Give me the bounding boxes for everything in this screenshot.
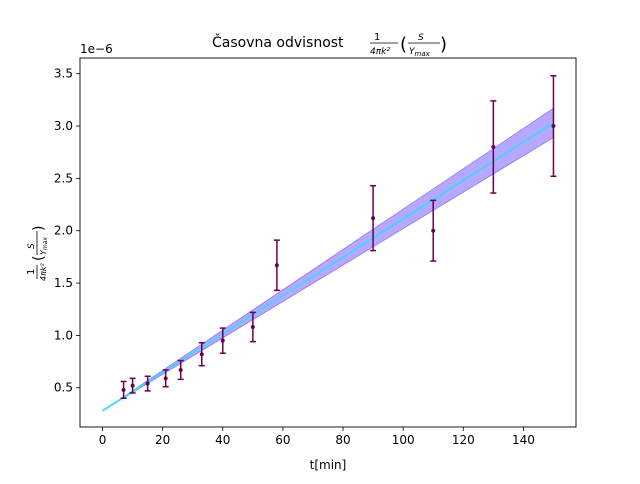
errorbar-point bbox=[129, 377, 136, 394]
title-math-numerator: 1 bbox=[374, 32, 380, 43]
plot-area bbox=[102, 75, 557, 412]
data-point bbox=[178, 367, 183, 372]
errorbar-point bbox=[120, 380, 127, 399]
data-point bbox=[130, 383, 135, 388]
chart-title-math: 1 4πk² ( S Ymax ) bbox=[370, 32, 447, 58]
errorbar-point bbox=[550, 75, 557, 178]
x-tick-label: 100 bbox=[392, 433, 415, 447]
axis-ticks: 0 20 40 60 80 100 120 140 0.5 1.0 1.5 2.0 2.5 3.0 3.5 bbox=[54, 67, 535, 447]
x-axis-label: t[min] bbox=[310, 458, 347, 472]
x-tick-label: 40 bbox=[215, 433, 230, 447]
y-tick-label: 3.0 bbox=[54, 119, 73, 133]
y-tick-label: 0.5 bbox=[54, 381, 73, 395]
ylabel-s: S bbox=[27, 243, 37, 249]
title-math-denominator: 4πk² bbox=[370, 47, 390, 57]
y-tick-label: 1.0 bbox=[54, 328, 73, 342]
errorbar-point bbox=[370, 184, 377, 252]
ylabel-lparen: ( bbox=[31, 256, 47, 261]
x-tick-label: 140 bbox=[512, 433, 535, 447]
ylabel-ymax: Ymax bbox=[39, 237, 49, 255]
data-point bbox=[551, 124, 556, 129]
y-tick-label: 2.5 bbox=[54, 171, 73, 185]
x-tick-label: 120 bbox=[452, 433, 475, 447]
data-point bbox=[371, 216, 376, 221]
ylabel-rparen: ) bbox=[31, 226, 47, 231]
x-tick-label: 20 bbox=[155, 433, 170, 447]
data-point bbox=[145, 381, 150, 386]
chart-title: Časovna odvisnost 1 4πk² ( S Ymax ) bbox=[212, 32, 447, 58]
y-tick-label: 2.0 bbox=[54, 224, 73, 238]
plot-frame bbox=[79, 57, 577, 428]
y-tick-label: 1.5 bbox=[54, 276, 73, 290]
title-math-lparen: ( bbox=[400, 34, 407, 55]
title-math-rparen: ) bbox=[440, 34, 447, 55]
y-tick-label: 3.5 bbox=[54, 67, 73, 81]
ylabel-denominator: 4πk² bbox=[39, 262, 48, 281]
x-tick-label: 0 bbox=[99, 433, 107, 447]
title-math-s: S bbox=[418, 33, 424, 43]
ylabel-numerator: 1 bbox=[26, 269, 37, 275]
errorbar-point bbox=[177, 359, 184, 381]
data-point bbox=[491, 144, 496, 149]
y-axis-label: 1 4πk² ( S Ymax ) bbox=[26, 226, 49, 281]
errorbar-point bbox=[490, 100, 497, 194]
errorbar-point bbox=[144, 375, 151, 392]
errorbar-point bbox=[249, 311, 256, 343]
y-offset-text: 1e−6 bbox=[80, 42, 113, 56]
title-math-ymax: Ymax bbox=[409, 47, 431, 58]
data-point bbox=[220, 338, 225, 343]
fit-line bbox=[102, 122, 554, 412]
errorbar-point bbox=[219, 327, 226, 354]
data-point bbox=[274, 263, 279, 268]
data-point bbox=[163, 376, 168, 381]
data-point bbox=[250, 325, 255, 330]
errorbar-point bbox=[198, 341, 205, 367]
errorbar-point bbox=[430, 199, 437, 262]
data-point bbox=[431, 228, 436, 233]
x-tick-label: 80 bbox=[335, 433, 350, 447]
x-tick-label: 60 bbox=[275, 433, 290, 447]
data-point bbox=[199, 352, 204, 357]
errorbar-point bbox=[273, 239, 280, 292]
data-point bbox=[121, 387, 126, 392]
chart-title-text: Časovna odvisnost bbox=[212, 33, 344, 51]
errorbar-point bbox=[162, 369, 169, 388]
